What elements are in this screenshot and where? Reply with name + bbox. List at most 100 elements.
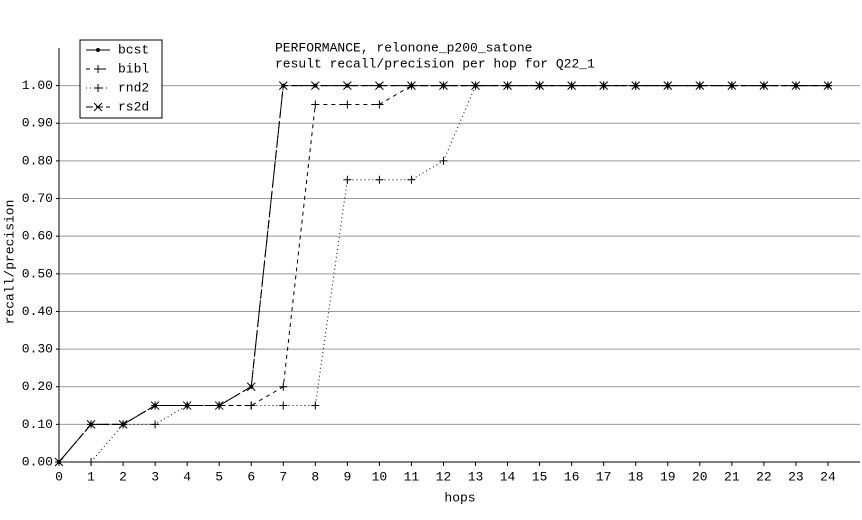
- x-tick-label: 17: [596, 469, 612, 484]
- marker-x: [695, 81, 705, 90]
- x-tick-label: 10: [372, 469, 388, 484]
- marker: [375, 81, 384, 90]
- marker: [503, 81, 512, 90]
- y-tick-label: 1.00: [22, 78, 53, 93]
- legend-label: rs2d: [118, 99, 149, 114]
- y-tick-label: 0.00: [22, 454, 53, 469]
- y-tick-label: 0.60: [22, 229, 53, 244]
- marker: [727, 81, 737, 90]
- y-tick-label: 0.30: [22, 342, 53, 357]
- marker: [96, 48, 100, 52]
- x-tick-label: 12: [436, 469, 452, 484]
- marker: [567, 81, 576, 90]
- marker: [214, 401, 224, 410]
- x-tick-label: 8: [311, 469, 319, 484]
- marker: [343, 100, 352, 109]
- marker: [182, 401, 192, 410]
- marker-x: [86, 420, 96, 429]
- marker-plus: [407, 175, 416, 184]
- marker-x: [823, 81, 833, 90]
- x-tick-label: 20: [692, 469, 708, 484]
- marker: [310, 81, 320, 90]
- marker: [663, 81, 673, 90]
- x-tick-label: 18: [628, 469, 644, 484]
- marker-x: [759, 81, 769, 90]
- marker-x: [599, 81, 609, 90]
- marker: [823, 81, 833, 90]
- y-tick-label: 0.80: [22, 153, 53, 168]
- marker: [407, 81, 416, 90]
- y-tick-label: 0.70: [22, 191, 53, 206]
- marker-plus: [94, 65, 102, 73]
- marker: [246, 382, 256, 392]
- marker-x: [150, 401, 160, 410]
- chart-subtitle: result recall/precision per hop for Q22_…: [275, 56, 595, 71]
- marker-x: [182, 401, 192, 410]
- x-tick-label: 23: [788, 469, 804, 484]
- x-tick-label: 13: [468, 469, 484, 484]
- x-axis-label: hops: [444, 490, 475, 505]
- marker-plus: [439, 156, 448, 165]
- marker-plus: [94, 84, 102, 92]
- marker-x: [567, 81, 576, 90]
- marker: [599, 81, 609, 90]
- marker: [375, 175, 384, 184]
- x-tick-label: 9: [343, 469, 351, 484]
- x-tick-label: 19: [660, 469, 676, 484]
- marker-plus: [343, 100, 352, 109]
- x-tick-label: 16: [564, 469, 580, 484]
- marker-x: [375, 81, 384, 90]
- y-tick-label: 0.40: [22, 304, 53, 319]
- marker: [791, 81, 801, 90]
- marker-plus: [279, 382, 288, 391]
- marker: [695, 81, 705, 90]
- x-tick-label: 5: [215, 469, 223, 484]
- marker: [87, 458, 96, 466]
- x-tick-label: 7: [279, 469, 287, 484]
- marker-x: [791, 81, 801, 90]
- marker: [54, 457, 64, 467]
- y-tick-label: 0.20: [22, 379, 53, 394]
- marker: [118, 420, 128, 429]
- marker-plus: [343, 175, 352, 184]
- y-tick-label: 0.10: [22, 417, 53, 432]
- x-tick-label: 6: [247, 469, 255, 484]
- marker-x: [278, 81, 288, 90]
- marker: [407, 175, 416, 184]
- marker: [94, 84, 102, 92]
- marker-dot: [96, 48, 100, 52]
- x-tick-label: 2: [119, 469, 127, 484]
- marker-x: [54, 457, 64, 467]
- x-tick-label: 3: [151, 469, 159, 484]
- legend-box: [79, 39, 163, 119]
- marker: [247, 401, 256, 410]
- marker-plus: [151, 420, 160, 429]
- marker: [343, 175, 352, 184]
- marker-plus: [279, 401, 288, 410]
- marker-x: [727, 81, 737, 90]
- marker: [759, 81, 769, 90]
- marker-x: [535, 81, 544, 90]
- x-tick-label: 14: [500, 469, 516, 484]
- marker: [631, 81, 641, 90]
- marker-x: [118, 420, 128, 429]
- x-tick-label: 21: [724, 469, 740, 484]
- x-tick-label: 4: [183, 469, 191, 484]
- x-tick-label: 24: [820, 469, 836, 484]
- y-tick-label: 0.50: [22, 266, 53, 281]
- marker: [343, 81, 352, 90]
- marker: [150, 401, 160, 410]
- marker-x: [214, 401, 224, 410]
- x-tick-label: 1: [87, 469, 95, 484]
- marker-x: [343, 81, 352, 90]
- marker: [93, 102, 103, 112]
- marker: [439, 81, 448, 90]
- marker-x: [471, 81, 480, 90]
- marker-x: [439, 81, 448, 90]
- x-tick-label: 0: [55, 469, 63, 484]
- marker: [535, 81, 544, 90]
- marker-plus: [247, 401, 256, 410]
- y-tick-label: 0.90: [22, 116, 53, 131]
- x-tick-label: 15: [532, 469, 548, 484]
- legend-label: rnd2: [118, 80, 149, 95]
